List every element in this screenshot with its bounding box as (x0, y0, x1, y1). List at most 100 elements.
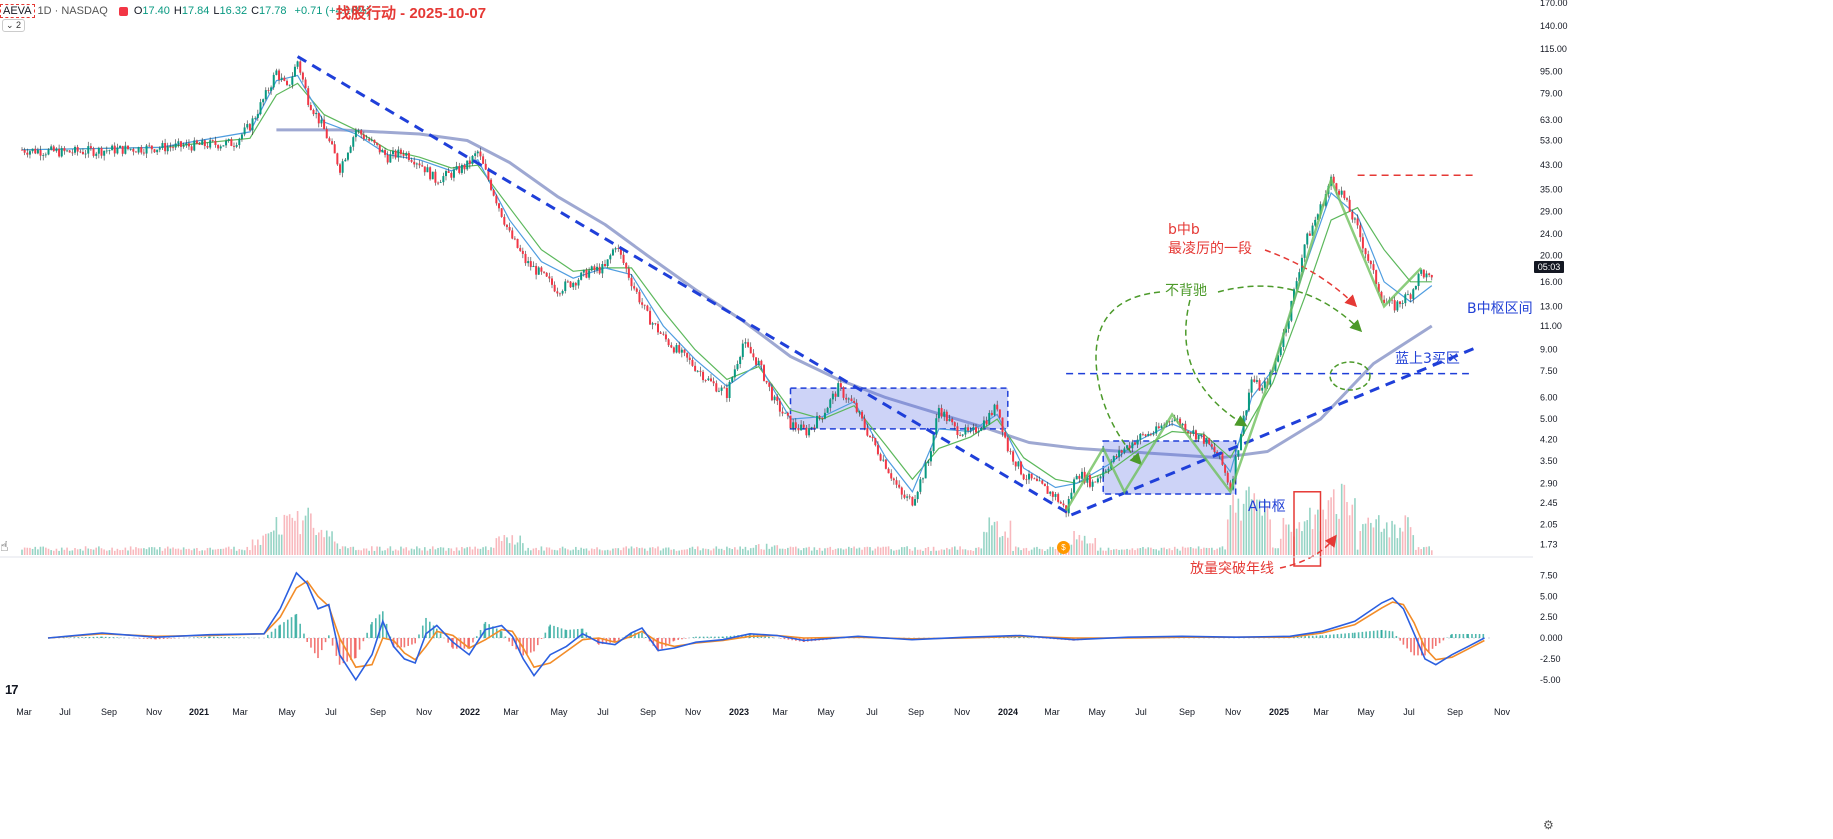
gear-icon[interactable]: ⚙ (1543, 818, 1554, 832)
candle-body (1046, 486, 1049, 494)
volume-bar (1007, 537, 1009, 555)
candle-body (1035, 478, 1038, 481)
candle-body (1030, 473, 1033, 479)
candle-body (1417, 273, 1420, 286)
volume-bar (320, 529, 323, 555)
volume-bar (1338, 518, 1340, 555)
volume-bar (161, 550, 164, 555)
time-tick-label: Mar (1313, 707, 1329, 717)
candle-body (1155, 426, 1158, 434)
candle-body (1250, 379, 1253, 393)
volume-bar (355, 550, 357, 555)
candle-body (225, 140, 228, 146)
volume-bar (1078, 534, 1081, 555)
volume-bar (1301, 531, 1303, 555)
volume-bar (1094, 538, 1097, 555)
volume-bar (837, 548, 839, 555)
volume-bar (781, 548, 784, 555)
candle-body (429, 167, 432, 180)
candle-body (243, 127, 246, 135)
macd-hist-bar (362, 638, 365, 642)
volume-bar (1038, 548, 1041, 555)
volume-bar (445, 550, 447, 555)
volume-bar (1340, 483, 1343, 555)
volume-bar (577, 549, 580, 555)
annotation-label: 蓝上3买区 (1395, 351, 1460, 367)
candle-body (1136, 439, 1139, 445)
candle-body (495, 195, 498, 204)
volume-bar (1420, 549, 1422, 555)
volume-bar (95, 547, 97, 555)
macd-hist-bar (193, 637, 195, 638)
candle-body (1391, 299, 1394, 301)
candle-body (426, 167, 429, 173)
collapse-indicators-button[interactable]: ⌄ 2 (2, 19, 26, 32)
volume-bar (848, 546, 850, 555)
volume-bar (985, 532, 988, 555)
candle-body (704, 380, 707, 381)
macd-hist-bar (1018, 636, 1020, 638)
volume-bar (222, 548, 225, 555)
volume-bar (768, 548, 771, 555)
candle-body (582, 269, 585, 273)
volume-bar (580, 547, 582, 555)
candle-body (1139, 433, 1142, 440)
candle-body (1242, 415, 1245, 435)
candle-body (1049, 491, 1052, 494)
volume-bar (1415, 549, 1417, 555)
time-tick-label: 2024 (998, 707, 1018, 717)
macd-hist-bar (1026, 637, 1029, 638)
volume-bar (299, 534, 302, 555)
candle-body (625, 262, 628, 269)
volume-bar (1152, 549, 1155, 555)
volume-bar (368, 550, 370, 555)
candle-body (959, 435, 962, 436)
macd-hist-bar (342, 638, 345, 664)
candle-body (1081, 471, 1083, 479)
candle-body (1091, 481, 1094, 487)
price-tick-label: 24.00 (1540, 229, 1563, 239)
candle-body (641, 302, 644, 305)
volume-bar (744, 546, 747, 555)
candle-body (1112, 455, 1115, 462)
time-axis: Mar Jul Sep Nov 2021 Mar May Jul Sep Nov 2022 Mar Ma… (16, 707, 1510, 717)
volume-bar (466, 547, 468, 555)
symbol-name[interactable]: AEVA (0, 4, 35, 18)
time-tick-label: Sep (101, 707, 117, 717)
candle-body (270, 87, 273, 91)
volume-bar (98, 546, 100, 555)
volume-bar (241, 549, 243, 555)
volume-bar (1020, 550, 1022, 555)
macd-hist-bar (414, 638, 416, 644)
volume-bar (193, 548, 196, 555)
macd-hist-bar (209, 636, 211, 638)
candle-body (1351, 211, 1354, 220)
volume-bar (1232, 494, 1234, 555)
volume-bar (1240, 520, 1242, 555)
macd-hist-bar (526, 638, 528, 654)
volume-bar (585, 548, 588, 555)
macd-hist-bar (714, 636, 716, 638)
macd-hist-bar (396, 638, 399, 648)
macd-hist-bar (303, 633, 305, 638)
candle-body (543, 271, 546, 273)
volume-bar (1380, 531, 1383, 555)
candle-body (384, 150, 387, 155)
macd-hist-bar (142, 638, 145, 639)
volume-bar (76, 549, 79, 555)
candle-body (1173, 419, 1176, 421)
macd-hist-bar (629, 633, 631, 638)
candle-body (733, 369, 736, 378)
candle-body (609, 255, 612, 260)
volume-bar (90, 549, 92, 555)
volume-bar (116, 548, 119, 555)
tradingview-logo-icon[interactable]: 17 (5, 682, 19, 697)
dividend-icon[interactable]: $ (1057, 541, 1070, 554)
volume-bar (930, 550, 932, 555)
volume-bar (842, 549, 845, 555)
volume-bar (304, 515, 307, 555)
volume-bar (686, 549, 688, 555)
volume-bar (182, 547, 185, 555)
macd-hist-bar (150, 638, 152, 640)
